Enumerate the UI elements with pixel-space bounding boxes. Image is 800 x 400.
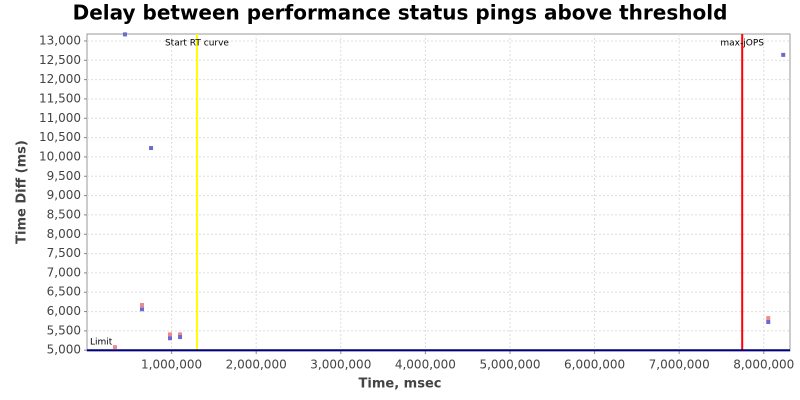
y-tick-label: 7,000 [47, 265, 81, 279]
y-tick-label: 8,000 [47, 227, 81, 241]
x-tick-label: 4,000,000 [395, 358, 456, 372]
y-axis-label: Time Diff (ms) [15, 140, 30, 244]
y-tick-label: 11,000 [39, 111, 81, 125]
y-tick-label: 9,000 [47, 188, 81, 202]
y-tick-label: 8,500 [47, 207, 81, 221]
x-tick-label: 6,000,000 [564, 358, 625, 372]
point [178, 332, 183, 337]
point [766, 316, 771, 321]
point [139, 302, 144, 307]
y-tick-label: 11,500 [39, 91, 81, 105]
chart-title: Delay between performance status pings a… [73, 1, 728, 25]
y-tick-label: 7,500 [47, 246, 81, 260]
point [167, 336, 172, 341]
x-tick-label: 1,000,000 [141, 358, 202, 372]
y-tick-label: 6,000 [47, 304, 81, 318]
x-tick-label: 5,000,000 [479, 358, 540, 372]
x-tick-label: 7,000,000 [649, 358, 710, 372]
marker-label: max-jOPS [720, 39, 764, 49]
y-tick-label: 5,500 [47, 323, 81, 337]
marker-label: Limit [90, 338, 113, 348]
x-tick-label: 3,000,000 [310, 358, 371, 372]
point [113, 345, 118, 350]
point [167, 332, 172, 337]
point [149, 146, 154, 151]
y-tick-label: 12,000 [39, 72, 81, 86]
point [139, 307, 144, 312]
x-tick-label: 8,000,000 [733, 358, 794, 372]
y-tick-label: 10,000 [39, 149, 81, 163]
x-tick-label: 2,000,000 [226, 358, 287, 372]
y-tick-label: 12,500 [39, 53, 81, 67]
point [178, 335, 183, 340]
point [781, 52, 786, 57]
point [122, 32, 127, 37]
point [766, 320, 771, 325]
plot-area [86, 33, 791, 352]
y-tick-label: 9,500 [47, 169, 81, 183]
y-tick-label: 10,500 [39, 130, 81, 144]
y-tick-label: 6,500 [47, 285, 81, 299]
y-tick-label: 5,000 [47, 343, 81, 357]
x-axis-label: Time, msec [359, 377, 442, 392]
marker-label: Start RT curve [165, 39, 229, 49]
y-tick-label: 13,000 [39, 33, 81, 47]
